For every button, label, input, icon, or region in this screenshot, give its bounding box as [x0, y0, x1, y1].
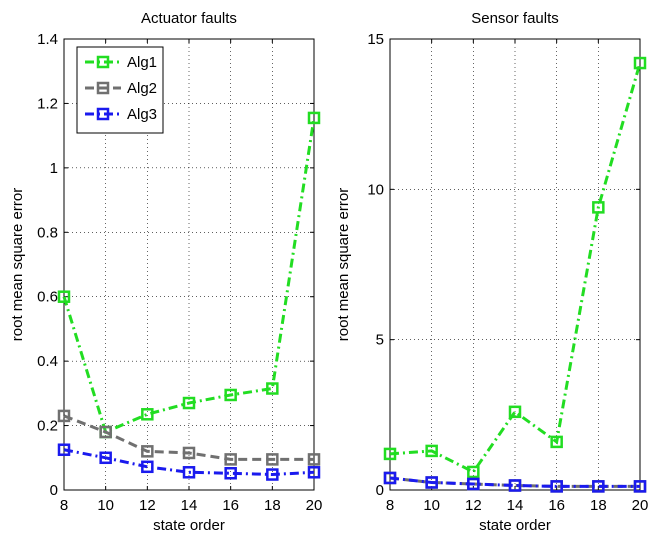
x-tick-label: 8 — [60, 497, 68, 514]
y-tick-label: 0.2 — [37, 418, 58, 435]
data-point-alg3 — [224, 466, 237, 480]
data-point-alg1 — [425, 444, 438, 458]
legend-label: Alg1 — [127, 54, 157, 71]
y-tick-label: 5 — [376, 332, 384, 349]
data-point-alg1 — [141, 408, 154, 421]
data-point-alg3 — [425, 476, 438, 489]
actuator-faults-panel: 8 10 12 14 16 18 20 0 0.2 0.4 0.6 0.8 1 1.2 1.4 Actuato… — [9, 10, 322, 534]
data-point-alg3 — [141, 460, 154, 474]
legend-marker-alg2 — [96, 81, 110, 95]
y-tick-label: 0.8 — [37, 224, 58, 241]
x-tick-label: 18 — [264, 497, 281, 514]
data-point-alg1 — [508, 405, 522, 419]
x-tick-label: 14 — [181, 497, 198, 514]
y-tick-label: 10 — [367, 181, 384, 198]
x-tick-label: 12 — [139, 497, 156, 514]
data-point-alg1 — [383, 447, 397, 461]
data-point-alg3 — [633, 480, 647, 493]
y-tick-label: 1.2 — [37, 95, 58, 112]
legend-label: Alg3 — [127, 106, 157, 123]
data-point-alg3 — [57, 443, 71, 456]
data-point-alg3 — [467, 477, 480, 491]
data-point-alg3 — [550, 480, 563, 493]
data-point-alg2 — [57, 409, 71, 423]
data-point-alg2 — [224, 453, 237, 466]
y-tick-label: 0 — [50, 482, 58, 499]
data-point-alg2 — [99, 425, 112, 439]
x-tick-label: 12 — [465, 497, 482, 514]
data-point-alg3 — [592, 480, 605, 493]
data-point-alg1 — [266, 382, 279, 395]
x-tick-label: 10 — [423, 497, 440, 514]
sensor-faults-panel: 8 10 12 14 16 18 20 0 5 10 15 Sensor faults state or… — [335, 10, 648, 534]
x-tick-label: 16 — [222, 497, 239, 514]
y-tick-label: 0.6 — [37, 289, 58, 306]
x-axis-label: state order — [479, 517, 551, 534]
series-line-alg2 — [63, 414, 314, 461]
x-tick-label: 16 — [548, 497, 565, 514]
data-point-alg2 — [266, 453, 279, 466]
data-point-alg1 — [592, 201, 605, 214]
y-tick-label: 1.4 — [37, 31, 58, 48]
data-point-alg1 — [182, 396, 196, 410]
chart-title: Actuator faults — [141, 10, 237, 27]
data-point-alg2 — [182, 446, 196, 460]
y-axis-label: root mean square error — [9, 188, 26, 341]
data-point-alg3 — [266, 468, 279, 481]
data-point-alg1 — [467, 465, 480, 479]
x-tick-label: 18 — [590, 497, 607, 514]
x-tick-label: 14 — [507, 497, 524, 514]
data-point-alg3 — [99, 451, 112, 465]
y-axis-label: root mean square error — [335, 188, 352, 341]
y-tick-label: 0.4 — [37, 353, 58, 370]
legend-marker-alg3 — [96, 107, 110, 121]
y-tick-label: 15 — [367, 31, 384, 48]
data-point-alg1 — [224, 388, 237, 402]
legend-marker-alg1 — [96, 55, 110, 69]
data-point-alg3 — [182, 466, 196, 479]
series-line-alg3 — [389, 476, 640, 488]
x-axis-label: state order — [153, 517, 225, 534]
series-line-alg1 — [389, 62, 642, 474]
series-line-alg3 — [63, 448, 315, 477]
data-point-alg2 — [141, 445, 154, 458]
x-tick-label: 10 — [97, 497, 114, 514]
legend-label: Alg2 — [127, 80, 157, 97]
chart-title: Sensor faults — [471, 10, 559, 27]
data-point-alg2 — [307, 453, 321, 466]
x-tick-label: 8 — [386, 497, 394, 514]
x-tick-label: 20 — [306, 497, 323, 514]
x-tick-label: 20 — [632, 497, 649, 514]
data-point-alg1 — [550, 435, 563, 449]
data-point-alg1 — [57, 290, 71, 303]
y-tick-label: 0 — [376, 482, 384, 499]
y-tick-label: 1 — [50, 160, 58, 177]
data-point-alg1 — [307, 111, 321, 125]
data-point-alg1 — [633, 56, 647, 70]
data-point-alg3 — [383, 471, 397, 485]
data-point-alg3 — [307, 466, 321, 479]
data-point-alg3 — [508, 479, 522, 492]
